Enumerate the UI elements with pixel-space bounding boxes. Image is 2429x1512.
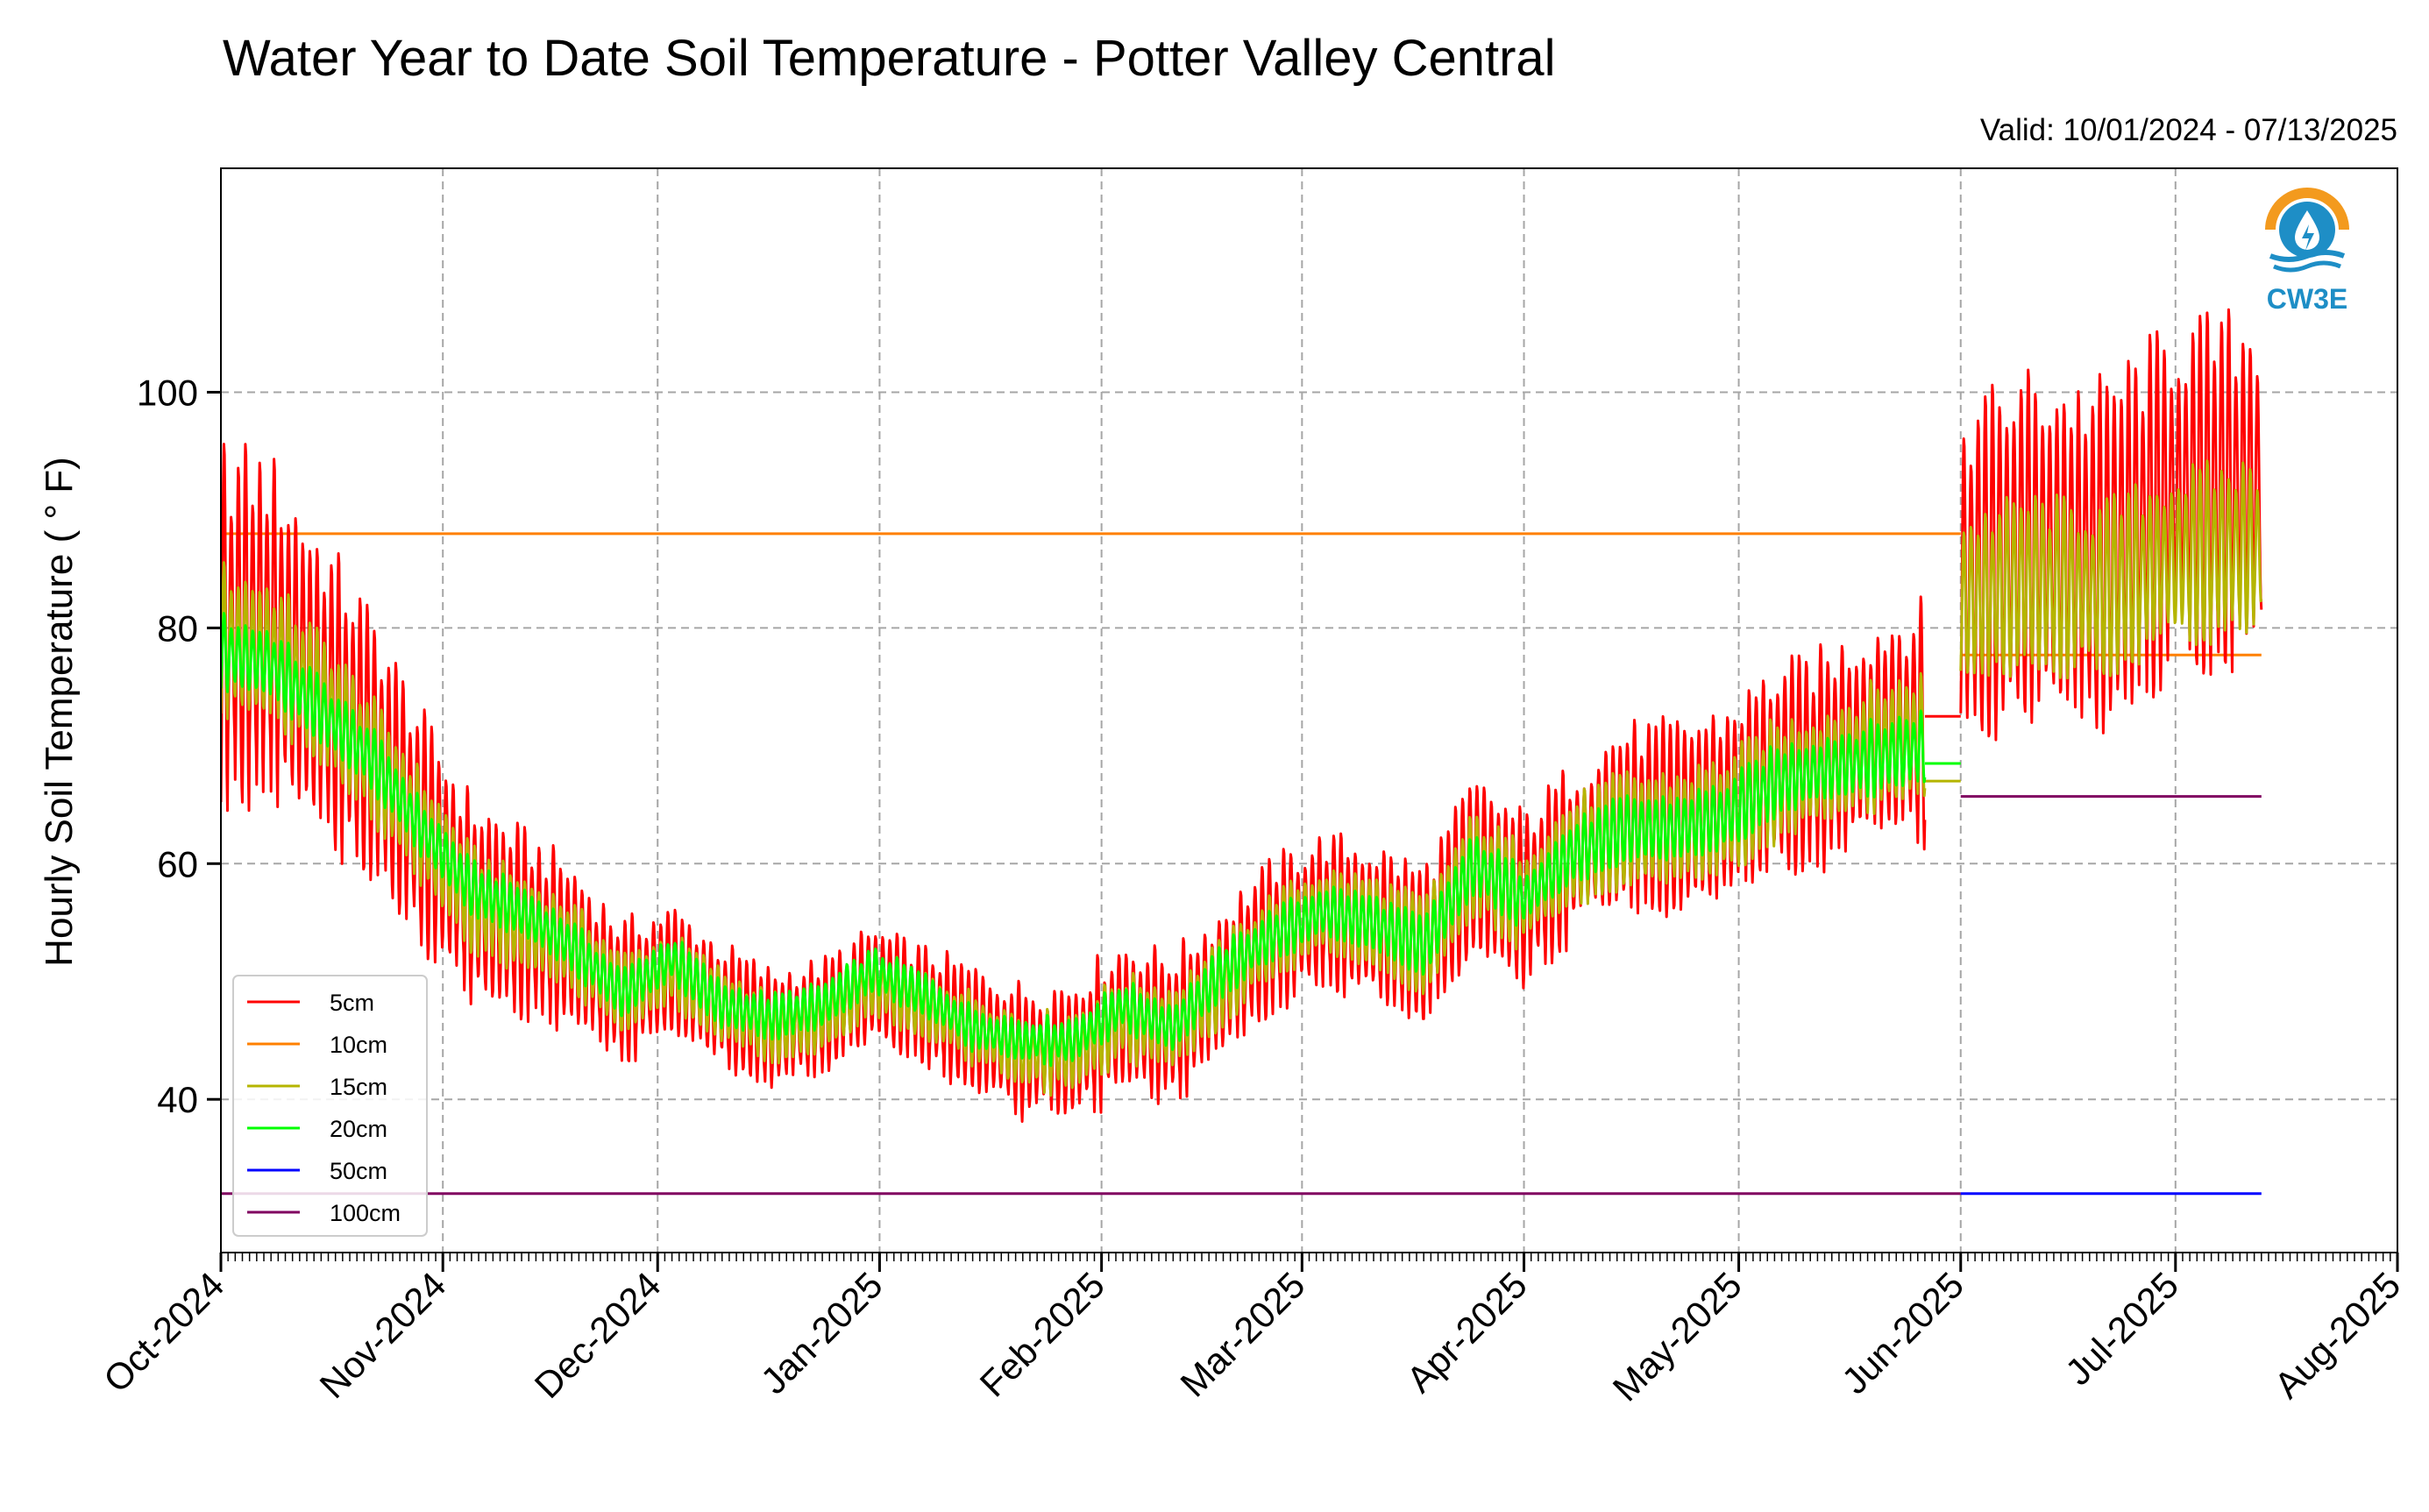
legend-item-15cm: 15cm — [247, 1074, 387, 1100]
legend-label: 50cm — [330, 1158, 387, 1184]
legend-item-100cm: 100cm — [247, 1200, 401, 1226]
series-layer — [221, 308, 2263, 1196]
x-tick-label: Jan-2025 — [753, 1264, 891, 1402]
x-tick-label: Jul-2025 — [2057, 1264, 2186, 1393]
series-line-15cm — [1959, 459, 2263, 680]
water-drop-sun-logo-icon — [2263, 188, 2351, 275]
legend-label: 20cm — [330, 1116, 387, 1142]
x-tick-label: Apr-2025 — [1398, 1264, 1534, 1400]
y-tick-label: 60 — [157, 843, 198, 884]
series-5cm — [221, 308, 2263, 1123]
x-tick-label: Jun-2025 — [1834, 1264, 1971, 1402]
y-tick-labels: 40 60 80 100 — [137, 372, 198, 1120]
y-tick-label: 40 — [157, 1079, 198, 1120]
x-tick-label: Oct-2024 — [96, 1264, 231, 1400]
legend-label: 5cm — [330, 990, 374, 1016]
series-line-20cm — [221, 612, 1927, 1068]
legend-item-10cm: 10cm — [247, 1032, 387, 1058]
grid-lines — [220, 168, 2398, 1253]
x-tick-label: Dec-2024 — [527, 1264, 669, 1406]
series-20cm — [221, 612, 1961, 1068]
x-tick-label: May-2025 — [1605, 1264, 1750, 1409]
y-tick-label: 100 — [137, 372, 198, 413]
logo-text: CW3E — [2267, 283, 2347, 315]
legend-item-50cm: 50cm — [247, 1158, 387, 1184]
chart-subtitle: Valid: 10/01/2024 - 07/13/2025 — [1980, 113, 2397, 147]
series-10cm — [221, 532, 2262, 657]
x-tick-labels: Oct-2024 Nov-2024 Dec-2024 Jan-2025 Feb-2025… — [96, 1264, 2408, 1409]
y-axis-label: Hourly Soil Temperature ( ° F) — [38, 457, 81, 967]
legend: 5cm 10cm 15cm 20cm 50cm 100cm — [232, 975, 428, 1237]
legend-label: 10cm — [330, 1032, 387, 1058]
cw3e-logo: CW3E — [2263, 188, 2351, 315]
legend-item-5cm: 5cm — [247, 990, 374, 1016]
y-tick-label: 80 — [157, 607, 198, 649]
x-tick-label: Aug-2025 — [2266, 1264, 2408, 1406]
series-line-5cm — [221, 443, 1927, 1123]
x-tick-label: Nov-2024 — [312, 1264, 454, 1406]
legend-label: 100cm — [330, 1200, 401, 1226]
plot-frame — [220, 167, 2398, 1253]
x-tick-label: Feb-2025 — [972, 1264, 1112, 1404]
legend-item-20cm: 20cm — [247, 1116, 387, 1142]
x-tick-label: Mar-2025 — [1172, 1264, 1312, 1404]
axis-ticks — [207, 390, 2399, 1272]
chart-title: Water Year to Date Soil Temperature - Po… — [223, 30, 1556, 87]
legend-label: 15cm — [330, 1074, 387, 1100]
series-100cm — [221, 795, 2262, 1196]
